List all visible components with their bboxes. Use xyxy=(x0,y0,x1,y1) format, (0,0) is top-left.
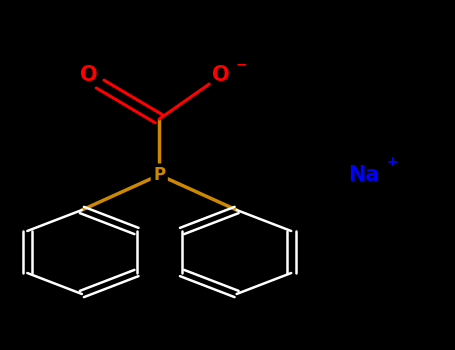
Text: −: − xyxy=(235,58,247,72)
Text: P: P xyxy=(153,166,165,184)
Text: O: O xyxy=(212,65,229,85)
Text: +: + xyxy=(386,155,398,169)
Text: O: O xyxy=(80,65,97,85)
Text: Na: Na xyxy=(349,165,379,185)
